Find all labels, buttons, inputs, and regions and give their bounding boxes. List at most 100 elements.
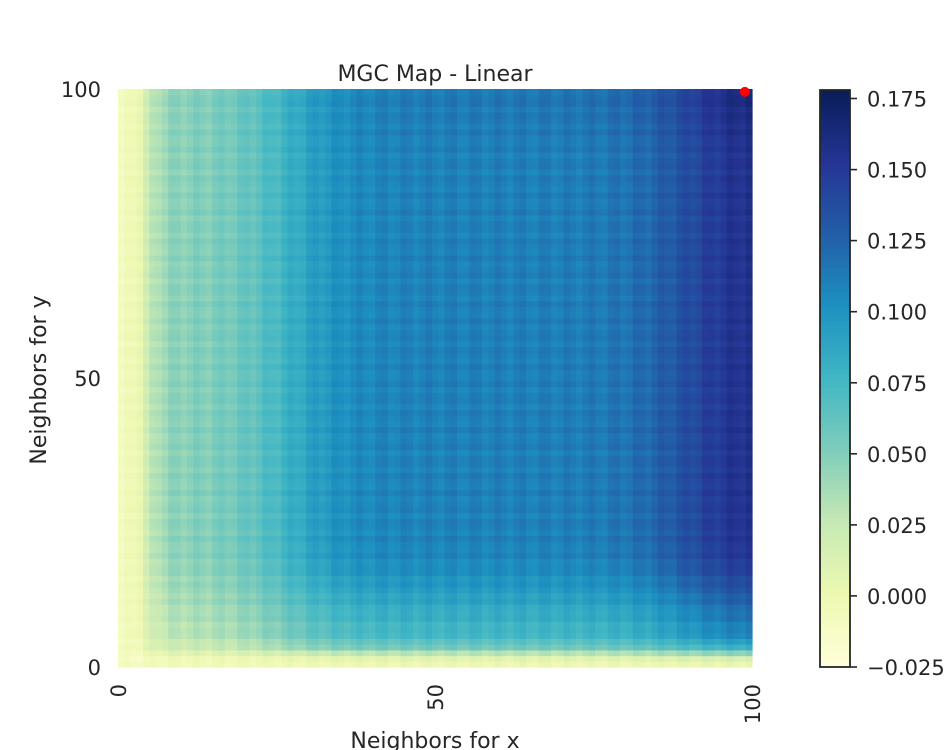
heatmap-cell xyxy=(689,426,697,433)
heatmap-cell xyxy=(595,661,602,668)
heatmap-cell xyxy=(720,609,728,617)
heatmap-cell xyxy=(400,432,408,439)
heatmap-cell xyxy=(726,632,734,639)
heatmap-cell xyxy=(695,655,703,662)
heatmap-cell xyxy=(438,523,446,531)
heatmap-cell xyxy=(500,541,508,548)
heatmap-cell xyxy=(193,621,201,628)
heatmap-cell xyxy=(488,581,496,588)
heatmap-cell xyxy=(551,443,559,451)
heatmap-cell xyxy=(714,523,722,531)
heatmap-cell xyxy=(281,632,289,639)
heatmap-cell xyxy=(168,438,176,445)
heatmap-cell xyxy=(494,604,502,611)
heatmap-cell xyxy=(362,506,370,514)
heatmap-cell xyxy=(413,632,420,639)
heatmap-cell xyxy=(538,472,546,479)
heatmap-cell xyxy=(482,621,489,628)
heatmap-cell xyxy=(325,478,333,485)
heatmap-cell xyxy=(256,638,263,645)
heatmap-cell xyxy=(689,661,697,668)
heatmap-cell xyxy=(632,432,640,439)
heatmap-cell xyxy=(475,495,483,502)
heatmap-cell xyxy=(406,518,414,525)
heatmap-cell xyxy=(293,455,301,462)
heatmap-cell xyxy=(695,644,703,651)
heatmap-cell xyxy=(431,426,439,433)
heatmap-cell xyxy=(456,661,464,668)
heatmap-cell xyxy=(588,478,596,485)
heatmap-cell xyxy=(620,644,628,651)
heatmap-cell xyxy=(394,380,402,388)
heatmap-cell xyxy=(645,546,653,554)
heatmap-cell xyxy=(394,621,402,628)
heatmap-cell xyxy=(588,632,596,639)
heatmap-cell xyxy=(488,432,496,439)
heatmap-cell xyxy=(469,644,477,651)
heatmap-cell xyxy=(306,546,314,554)
heatmap-cell xyxy=(413,569,420,577)
heatmap-cell xyxy=(124,403,132,411)
heatmap-cell xyxy=(551,438,559,445)
heatmap-cell xyxy=(708,483,715,491)
heatmap-cell xyxy=(413,438,420,445)
heatmap-cell xyxy=(519,392,527,399)
heatmap-cell xyxy=(582,626,590,634)
heatmap-cell xyxy=(325,644,333,651)
heatmap-cell xyxy=(733,512,741,519)
heatmap-cell xyxy=(695,501,703,508)
heatmap-cell xyxy=(300,644,307,651)
heatmap-cell xyxy=(318,558,326,565)
heatmap-cell xyxy=(124,443,132,451)
heatmap-cell xyxy=(569,615,577,622)
heatmap-cell xyxy=(287,449,295,456)
heatmap-cell xyxy=(657,598,665,605)
heatmap-cell xyxy=(180,415,188,422)
heatmap-cell xyxy=(262,443,270,451)
heatmap-cell xyxy=(306,392,314,399)
heatmap-cell xyxy=(249,438,257,445)
heatmap-cell xyxy=(689,443,697,451)
heatmap-cell xyxy=(664,409,671,416)
heatmap-cell xyxy=(601,455,609,462)
heatmap-cell xyxy=(293,592,301,599)
heatmap-cell xyxy=(708,529,715,536)
heatmap-cell xyxy=(632,558,640,565)
heatmap-cell xyxy=(500,558,508,565)
heatmap-cell xyxy=(676,558,684,565)
heatmap-cell xyxy=(318,541,326,548)
heatmap-cell xyxy=(281,415,289,422)
heatmap-cell xyxy=(343,443,351,451)
heatmap-cell xyxy=(375,598,383,605)
heatmap-cell xyxy=(720,483,728,491)
heatmap-cell xyxy=(193,598,201,605)
heatmap-cell xyxy=(551,586,559,594)
heatmap-cell xyxy=(588,575,596,582)
heatmap-cell xyxy=(168,649,176,657)
heatmap-cell xyxy=(375,655,383,662)
heatmap-cell xyxy=(444,398,452,405)
heatmap-cell xyxy=(318,661,326,668)
heatmap-cell xyxy=(306,621,314,628)
heatmap-cell xyxy=(256,558,263,565)
heatmap-cell xyxy=(507,546,515,554)
heatmap-cell xyxy=(739,386,747,393)
heatmap-cell xyxy=(507,655,515,662)
heatmap-cell xyxy=(444,586,452,594)
heatmap-cell xyxy=(507,523,515,531)
heatmap-cell xyxy=(413,615,420,622)
heatmap-cell xyxy=(425,529,433,536)
heatmap-cell xyxy=(475,649,483,657)
heatmap-cell xyxy=(130,581,138,588)
heatmap-cell xyxy=(199,466,207,474)
heatmap-cell xyxy=(268,398,276,405)
heatmap-cell xyxy=(224,501,232,508)
heatmap-cell xyxy=(293,460,301,468)
heatmap-cell xyxy=(143,638,150,645)
heatmap-cell xyxy=(274,409,282,416)
heatmap-cell xyxy=(168,420,176,428)
heatmap-cell xyxy=(400,398,408,405)
heatmap-cell xyxy=(224,569,232,577)
heatmap-cell xyxy=(218,644,226,651)
heatmap-cell xyxy=(375,415,383,422)
